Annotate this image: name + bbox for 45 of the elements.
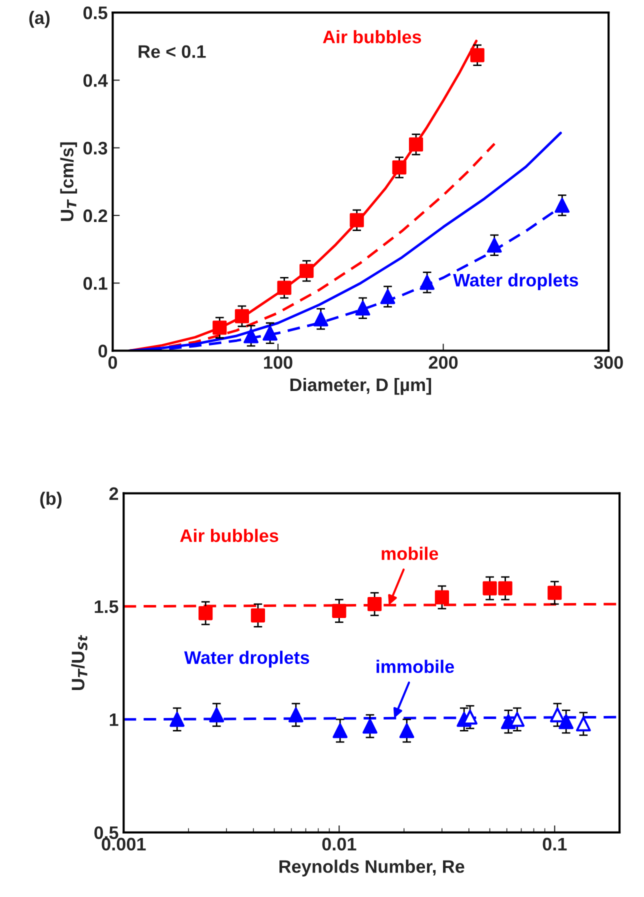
y-tick-label: 1 <box>110 714 118 726</box>
point <box>380 289 396 304</box>
annotation: mobile <box>382 546 438 560</box>
y-tick-label: 1.5 <box>94 600 118 614</box>
y-tick-label: 0 <box>98 344 108 358</box>
x-tick-label: 200 <box>428 356 458 369</box>
point <box>277 280 292 295</box>
point <box>313 311 328 326</box>
text: (a) <box>29 10 50 28</box>
text: Air bubbles <box>322 30 422 44</box>
y-tick-label: 0.5 <box>83 6 108 20</box>
y-tick-label: 0.2 <box>83 209 108 222</box>
point <box>355 300 370 316</box>
annotation: Re < 0.1 <box>138 45 206 58</box>
point <box>350 213 364 228</box>
y-tick-label: 0.5 <box>94 826 118 840</box>
series-label: Water droplets <box>453 273 578 290</box>
x-tick-label: 0.001 <box>102 838 146 851</box>
y-axis-title: U$_{T}$/U$_{St}$ <box>71 634 88 690</box>
x-tick-label: 0.1 <box>542 838 567 851</box>
y-tick-label: 0.1 <box>83 277 108 290</box>
text: (b) <box>40 492 62 509</box>
point <box>300 264 314 278</box>
annotation: immobile <box>376 660 454 674</box>
x-axis-title: Reynolds Number, Re <box>279 860 464 876</box>
point <box>408 137 424 152</box>
point <box>234 309 250 324</box>
point <box>244 328 258 344</box>
text: Air bubbles <box>180 528 278 542</box>
point <box>486 238 502 253</box>
point <box>262 326 278 341</box>
point <box>420 274 435 290</box>
point <box>470 48 484 62</box>
point <box>212 320 227 335</box>
x-tick-label: 100 <box>264 356 292 369</box>
point <box>392 160 406 174</box>
y-tick-label: 0.3 <box>83 142 108 155</box>
x-tick-label: 300 <box>594 356 623 369</box>
y-tick-label: 0.4 <box>83 74 108 87</box>
y-axis-title: U$_{T}$ [cm/s] <box>60 142 78 221</box>
point <box>554 198 570 213</box>
x-tick-label: 0.01 <box>322 838 356 851</box>
y-tick-label: 2 <box>109 487 118 500</box>
text: Water droplets <box>184 650 310 668</box>
x-axis-title: Diameter, D [µm] <box>290 378 432 395</box>
